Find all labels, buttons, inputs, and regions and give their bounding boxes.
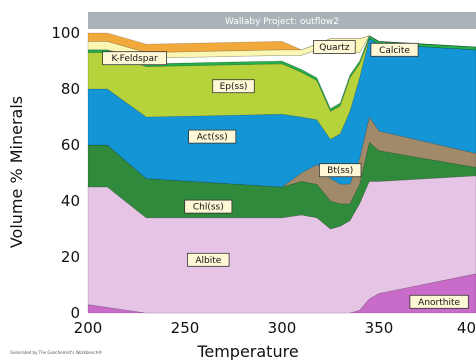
label-act-ss: Act(ss) [188, 129, 237, 144]
y-tick-60: 60 [61, 136, 80, 154]
label-text-act-ss: Act(ss) [197, 133, 228, 143]
y-tick-100: 100 [51, 24, 80, 42]
mineral-labels-group: K-Feldspar Ep(ss) Quartz Calcite Act(ss) Bt(s… [102, 40, 469, 309]
label-text-ep-ss: Ep(ss) [220, 82, 248, 92]
label-box-calcite [370, 42, 419, 57]
label-box-albite [187, 252, 230, 267]
x-tick-250: 250 [171, 319, 200, 337]
x-axis-ticks: 200 250 300 350 40 [74, 319, 476, 337]
x-axis-label: Temperature [196, 342, 298, 360]
area-series-group [87, 32, 476, 314]
y-tick-80: 80 [61, 80, 80, 98]
label-box-chl-ss [184, 199, 233, 214]
label-text-k-feldspar: K-Feldspar [111, 54, 158, 64]
area-bt-ss [88, 116, 476, 205]
label-k-feldspar: K-Feldspar [102, 51, 167, 66]
chart-title: Wallaby Project: outflow2 [225, 17, 339, 27]
y-axis-label: Volume % Minerals [7, 96, 26, 248]
label-box-act-ss [188, 129, 237, 144]
label-box-ep-ss [212, 79, 255, 94]
y-tick-0: 0 [70, 304, 80, 322]
label-box-anorthite [409, 294, 469, 309]
label-bt-ss: Bt(ss) [318, 163, 362, 178]
label-text-albite: Albite [195, 256, 221, 266]
x-tick-40: 40 [457, 319, 476, 337]
label-chl-ss: Chl(ss) [184, 199, 233, 214]
label-quartz: Quartz [313, 40, 356, 54]
label-text-bt-ss: Bt(ss) [327, 166, 353, 176]
x-tick-200: 200 [74, 319, 103, 337]
x-tick-350: 350 [365, 319, 394, 337]
title-bar [88, 12, 476, 29]
x-tick-300: 300 [268, 319, 297, 337]
y-tick-40: 40 [61, 192, 80, 210]
label-box-k-feldspar [102, 51, 167, 66]
area-calcite [87, 35, 476, 59]
label-box-bt-ss [318, 163, 362, 178]
area-band-9 [87, 32, 476, 53]
label-albite: Albite [187, 252, 230, 267]
label-ep-ss: Ep(ss) [212, 79, 255, 94]
label-text-quartz: Quartz [319, 43, 350, 53]
label-box-quartz [313, 40, 356, 54]
label-text-anorthite: Anorthite [418, 298, 460, 308]
label-text-calcite: Calcite [379, 46, 410, 56]
label-calcite: Calcite [370, 42, 419, 57]
y-tick-20: 20 [61, 248, 80, 266]
label-anorthite: Anorthite [409, 294, 469, 309]
y-axis-ticks: 0 20 40 60 80 100 [51, 24, 80, 322]
label-text-chl-ss: Chl(ss) [193, 203, 224, 213]
footnote: Generated by The Geochemist's Workbench® [10, 350, 102, 355]
